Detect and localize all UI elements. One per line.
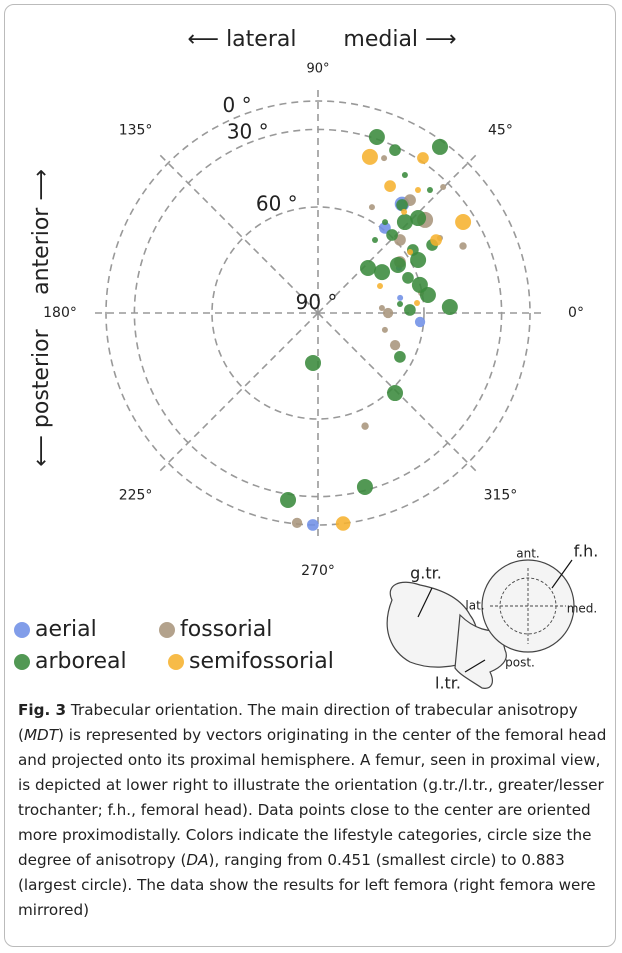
- point: [390, 340, 400, 350]
- point: [410, 252, 426, 268]
- point: [404, 304, 416, 316]
- point: [459, 242, 466, 249]
- angle-tick-label: 45°: [488, 123, 513, 139]
- diagram-label: lat.: [465, 599, 484, 613]
- point: [369, 129, 385, 145]
- grid-spoke: [318, 153, 478, 313]
- legend-label: fossorial: [180, 617, 272, 642]
- angle-tick-label: 315°: [484, 487, 518, 503]
- point: [415, 187, 421, 193]
- point: [362, 149, 378, 165]
- angle-tick-label: 180°: [43, 305, 77, 321]
- point: [455, 214, 471, 230]
- point: [292, 518, 302, 528]
- diagram-label: l.tr.: [435, 674, 461, 693]
- radial-tick-label: 60 °: [256, 192, 298, 216]
- point: [427, 187, 433, 193]
- point: [360, 260, 376, 276]
- annotation: medial ⟶: [343, 27, 456, 52]
- point: [397, 295, 403, 301]
- legend-label: arboreal: [35, 649, 127, 674]
- caption-text: DA: [186, 851, 208, 869]
- legend-marker: [14, 654, 30, 670]
- legend-marker: [159, 622, 175, 638]
- page: ⟵ lateral medial ⟶ anterior ⟶ ⟵ posterio…: [0, 0, 622, 953]
- caption-label: Fig. 3: [18, 701, 66, 719]
- point: [410, 210, 426, 226]
- legend-marker: [14, 622, 30, 638]
- point: [402, 272, 414, 284]
- point: [432, 139, 448, 155]
- point: [381, 155, 387, 161]
- point: [440, 184, 446, 190]
- point: [402, 172, 408, 178]
- point: [307, 519, 319, 531]
- diagram-label: g.tr.: [410, 564, 442, 583]
- point: [414, 300, 420, 306]
- point: [336, 516, 351, 531]
- legend-marker: [168, 654, 184, 670]
- point: [387, 385, 403, 401]
- point: [377, 283, 383, 289]
- point: [382, 219, 388, 225]
- caption-text: ) is represented by vectors originating …: [18, 726, 606, 869]
- point: [407, 249, 413, 255]
- point: [397, 301, 403, 307]
- point: [415, 317, 425, 327]
- point: [389, 144, 401, 156]
- point: [357, 479, 373, 495]
- grid-spoke: [158, 153, 318, 313]
- point: [430, 234, 442, 246]
- point: [384, 180, 396, 192]
- diagram-label: f.h.: [574, 542, 599, 561]
- diagram-label: med.: [567, 602, 598, 616]
- legend-label: semifossorial: [189, 649, 334, 674]
- point: [280, 492, 296, 508]
- annotation: anterior ⟶: [29, 169, 54, 295]
- diagram-label: post.: [505, 656, 535, 670]
- diagram-label: ant.: [516, 547, 539, 561]
- series: [280, 129, 458, 508]
- radial-tick-label: 90 °: [296, 290, 338, 314]
- angle-tick-label: 225°: [119, 487, 153, 503]
- point: [420, 287, 436, 303]
- point: [305, 355, 321, 371]
- point: [394, 351, 406, 363]
- angle-tick-label: 270°: [301, 563, 335, 579]
- point: [361, 422, 368, 429]
- point: [386, 229, 398, 241]
- annotation: ⟵ lateral: [188, 27, 297, 52]
- caption-text: MDT: [24, 726, 58, 744]
- grid-spoke: [158, 313, 318, 473]
- angle-tick-label: 135°: [119, 123, 153, 139]
- angle-tick-label: 0°: [568, 305, 584, 321]
- point: [401, 209, 407, 215]
- point: [442, 299, 458, 315]
- caption: Fig. 3 Trabecular orientation. The main …: [18, 698, 610, 923]
- annotation: ⟵ posterior: [29, 328, 54, 466]
- point: [374, 264, 390, 280]
- radial-tick-label: 0 °: [223, 93, 252, 117]
- point: [372, 237, 378, 243]
- point: [382, 327, 388, 333]
- point: [417, 152, 429, 164]
- radial-tick-label: 30 °: [227, 120, 269, 144]
- legend-label: aerial: [35, 617, 97, 642]
- point: [369, 204, 375, 210]
- chart: ⟵ lateral medial ⟶ anterior ⟶ ⟵ posterio…: [0, 0, 622, 695]
- angle-tick-label: 90°: [306, 62, 329, 77]
- point: [396, 199, 408, 211]
- point: [390, 257, 406, 273]
- point: [383, 308, 393, 318]
